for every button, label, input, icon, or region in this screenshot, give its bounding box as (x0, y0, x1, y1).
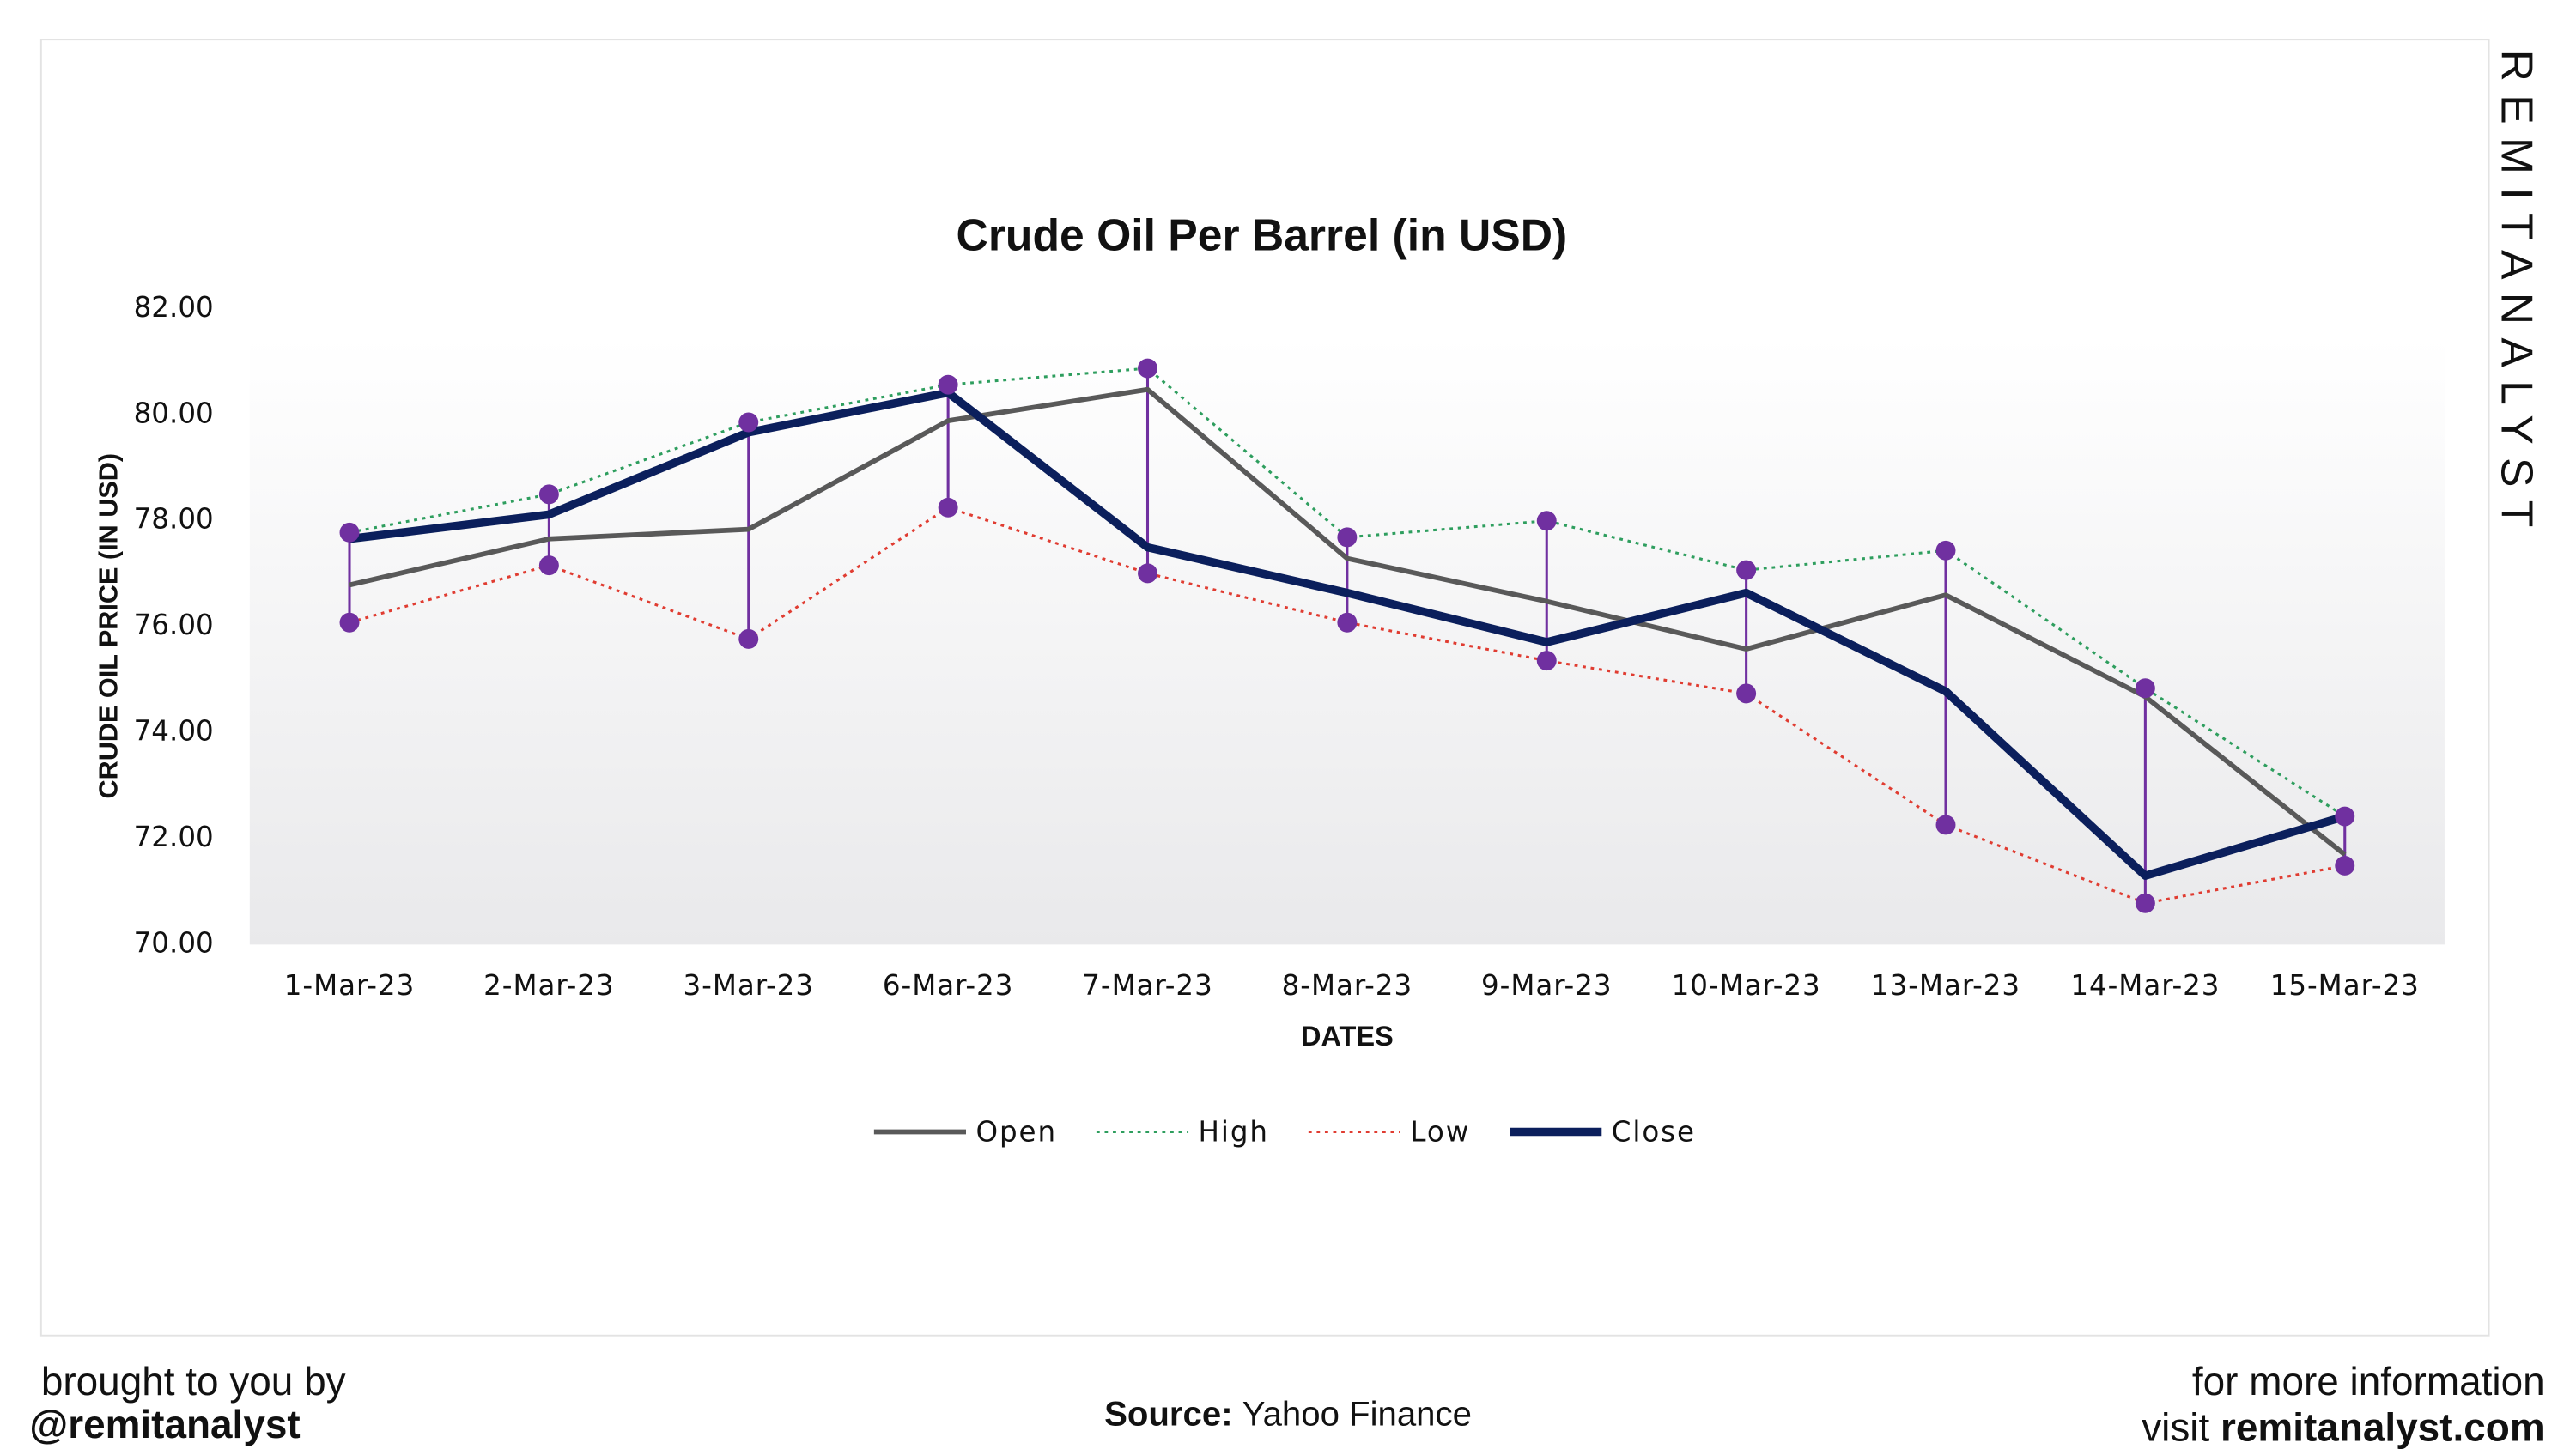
legend-label: Low (1410, 1115, 1470, 1148)
marker (538, 555, 559, 576)
x-tick-label: 13-Mar-23 (1871, 969, 2020, 1002)
marker (2135, 893, 2155, 913)
y-tick-label: 72.00 (134, 821, 214, 853)
x-tick-label: 7-Mar-23 (1082, 969, 1212, 1002)
y-axis-title: CRUDE OIL PRICE (IN USD) (94, 453, 123, 798)
watermark: REMITANALYST (2493, 50, 2543, 541)
x-axis-title: DATES (1301, 1021, 1394, 1052)
marker (2135, 678, 2155, 699)
site-text: remitanalyst.com (2221, 1405, 2545, 1449)
x-tick-label: 15-Mar-23 (2270, 969, 2420, 1002)
credit-handle: @remitanalyst (29, 1402, 300, 1446)
source: Source: Yahoo Finance (1104, 1394, 1472, 1433)
series-line (349, 388, 2347, 880)
legend-item: Close (1510, 1115, 1696, 1148)
marker (738, 628, 759, 649)
source-label: Source: (1104, 1394, 1233, 1433)
marker (1736, 560, 1757, 580)
y-tick-label: 76.00 (134, 609, 214, 641)
legend-label: High (1199, 1115, 1269, 1148)
x-tick-label: 3-Mar-23 (683, 969, 814, 1002)
marker (1536, 511, 1557, 531)
x-tick-label: 10-Mar-23 (1672, 969, 1821, 1002)
marker (738, 412, 759, 433)
series-line (349, 367, 2346, 818)
x-tick-label: 6-Mar-23 (883, 969, 1013, 1002)
marker (1337, 612, 1358, 633)
x-tick-label: 14-Mar-23 (2070, 969, 2220, 1002)
y-tick-label: 80.00 (134, 397, 214, 429)
x-tick-label: 2-Mar-23 (483, 969, 614, 1002)
legend-item: High (1096, 1115, 1269, 1148)
info-site: visit remitanalyst.com (2142, 1405, 2544, 1449)
marker (938, 497, 958, 518)
marker (2335, 855, 2355, 876)
x-tick-label: 8-Mar-23 (1282, 969, 1413, 1002)
marker (339, 522, 360, 543)
x-tick-label: 9-Mar-23 (1481, 969, 1612, 1002)
marker (1138, 358, 1157, 379)
marker (1536, 651, 1557, 671)
marker (339, 612, 360, 633)
chart-title: Crude Oil Per Barrel (in USD) (957, 209, 1568, 259)
series-line (349, 386, 2347, 857)
visit-text: visit (2142, 1405, 2209, 1449)
marker (1935, 815, 1956, 835)
y-tick-label: 70.00 (134, 926, 214, 959)
source-text: Yahoo Finance (1242, 1394, 1472, 1433)
marker (1337, 527, 1358, 548)
legend-label: Close (1612, 1115, 1696, 1148)
marker (1935, 540, 1956, 561)
credit-line: brought to you by (41, 1359, 346, 1404)
marker (538, 484, 559, 505)
marker (2335, 806, 2355, 827)
plot-area (249, 336, 2445, 945)
y-tick-label: 74.00 (134, 715, 214, 748)
marker (1138, 563, 1157, 584)
marker (1736, 683, 1757, 704)
legend-item: Open (873, 1115, 1056, 1148)
legend-item: Low (1308, 1115, 1470, 1148)
y-tick-label: 82.00 (134, 291, 214, 324)
y-tick-label: 78.00 (134, 503, 214, 536)
legend-label: Open (975, 1115, 1056, 1148)
marker (938, 374, 958, 395)
info-line: for more information (2192, 1359, 2545, 1404)
x-tick-label: 1-Mar-23 (284, 969, 415, 1002)
